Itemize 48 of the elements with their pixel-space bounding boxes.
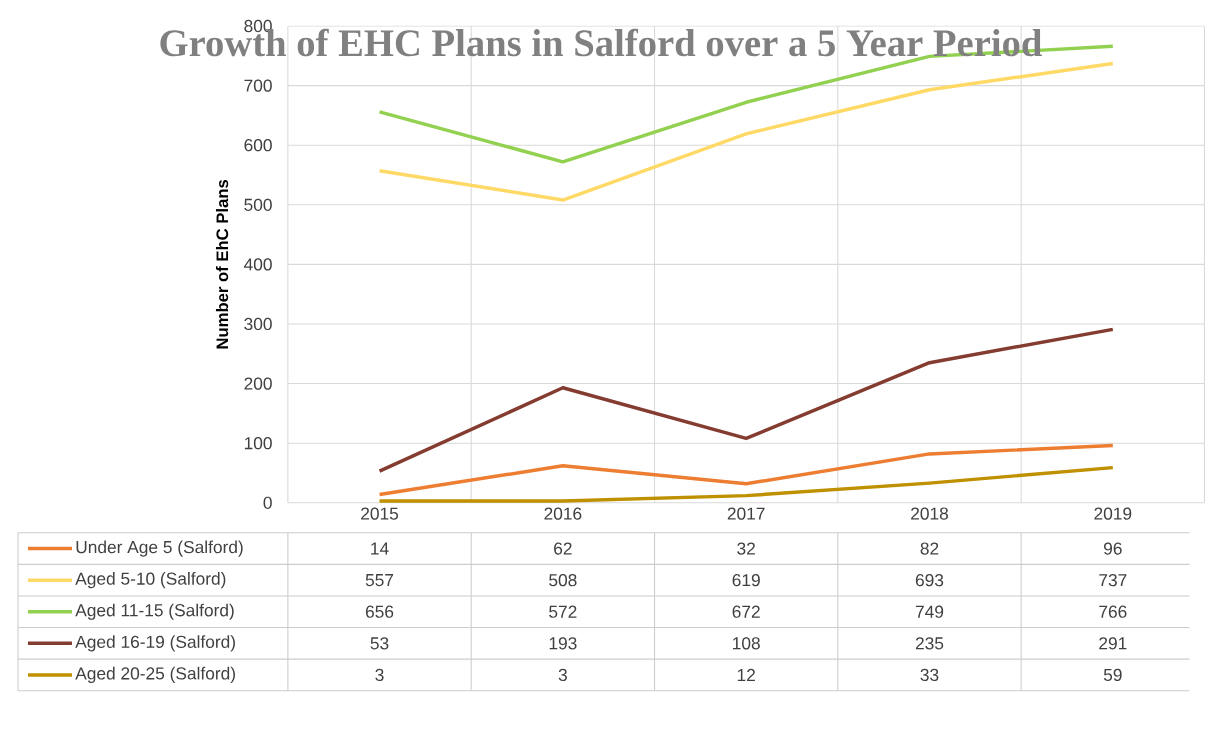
data-label: 108 [733, 637, 760, 650]
data-label: 749 [915, 605, 944, 619]
data-label: 53 [370, 637, 389, 650]
legend-label: Aged 11-15 (Salford) [75, 603, 234, 620]
data-label: 32 [737, 542, 755, 555]
data-label: 656 [365, 605, 394, 619]
data-label: 3 [558, 668, 567, 682]
data-label: 59 [1103, 668, 1122, 682]
y-tick-label: 200 [244, 377, 272, 390]
data-label: 693 [915, 574, 944, 587]
data-label: 672 [732, 605, 760, 619]
x-tick-label: 2018 [911, 507, 949, 520]
y-axis-title: Number of EhC Plans [215, 180, 229, 349]
data-label: 619 [732, 574, 760, 587]
x-tick-label: 2017 [727, 507, 765, 520]
data-label: 291 [1099, 637, 1127, 650]
data-label: 62 [554, 542, 572, 555]
data-label: 12 [737, 669, 755, 682]
y-tick-label: 500 [244, 198, 272, 212]
data-label: 235 [915, 637, 944, 650]
data-label: 3 [375, 668, 384, 682]
y-tick-label: 400 [244, 258, 272, 271]
legend-label: Aged 5-10 (Salford) [75, 572, 226, 589]
data-label: 508 [549, 574, 577, 587]
x-tick-label: 2019 [1094, 507, 1132, 520]
x-tick-label: 2016 [544, 507, 582, 520]
data-label: 82 [920, 542, 939, 555]
y-tick-label: 100 [244, 437, 272, 450]
data-label: 557 [365, 574, 394, 587]
x-tick-label: 2015 [361, 507, 399, 520]
y-tick-label: 600 [244, 139, 272, 152]
line-series [377, 327, 1115, 474]
data-label: 737 [1099, 574, 1127, 587]
data-label: 33 [920, 668, 939, 682]
line-series [377, 466, 1115, 503]
legend-label: Aged 20-25 (Salford) [75, 666, 235, 684]
line-series [377, 443, 1115, 497]
y-tick-label: 0 [263, 496, 272, 510]
data-label: 96 [1104, 542, 1122, 555]
data-label: 193 [549, 637, 577, 650]
y-tick-label: 300 [244, 318, 272, 331]
legend-label: Under Age 5 (Salford) [76, 540, 243, 557]
y-tick-label: 700 [244, 79, 272, 92]
data-label: 14 [371, 542, 389, 555]
data-label: 572 [549, 605, 577, 619]
data-label: 766 [1099, 605, 1127, 619]
legend-label: Aged 16-19 (Salford) [75, 635, 235, 652]
line-series [377, 61, 1115, 202]
